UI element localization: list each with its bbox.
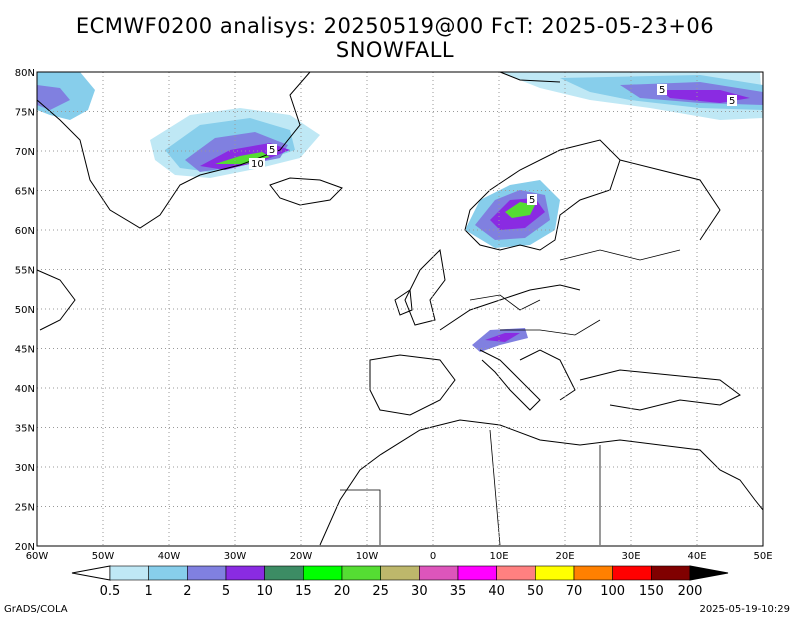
lon-tick-label: 40E bbox=[687, 551, 706, 562]
footer-timestamp: 2025-05-19-10:29 bbox=[699, 604, 790, 615]
contour-label-bg bbox=[657, 84, 667, 95]
lat-tick-label: 45N bbox=[15, 345, 35, 356]
colorbar-label: 1 bbox=[145, 584, 153, 599]
colorbar-label: 10 bbox=[256, 584, 273, 599]
colorbar-label: 30 bbox=[411, 584, 428, 599]
lon-tick-label: 0 bbox=[430, 551, 436, 562]
lat-tick-label: 60N bbox=[15, 226, 35, 237]
colorbar-label: 200 bbox=[678, 584, 703, 599]
lat-tick-label: 20N bbox=[15, 542, 35, 553]
lon-tick-label: 40W bbox=[158, 551, 181, 562]
colorbar-swatch bbox=[187, 565, 227, 581]
graticule bbox=[37, 72, 763, 546]
map-frame bbox=[36, 71, 764, 547]
lon-tick-label: 10W bbox=[356, 551, 379, 562]
footer-credit: GrADS/COLA bbox=[4, 604, 68, 615]
colorbar-label: 25 bbox=[372, 584, 389, 599]
colorbar-swatch bbox=[148, 565, 188, 581]
colorbar-swatch bbox=[419, 565, 459, 581]
colorbar-swatch bbox=[341, 565, 381, 581]
colorbar-swatch bbox=[457, 565, 497, 581]
colorbar-label: 2 bbox=[183, 584, 191, 599]
colorbar-over-arrow bbox=[689, 565, 729, 581]
contour-label-bg bbox=[267, 144, 277, 155]
lat-tick-label: 80N bbox=[15, 68, 35, 79]
contour-label-bg bbox=[527, 194, 537, 205]
colorbar-swatch bbox=[380, 565, 420, 581]
colorbar-label: 70 bbox=[566, 584, 583, 599]
coastlines bbox=[36, 71, 764, 546]
colorbar-label: 5 bbox=[222, 584, 230, 599]
colorbar-swatch bbox=[535, 565, 575, 581]
lat-tick-label: 30N bbox=[15, 463, 35, 474]
colorbar-swatch bbox=[264, 565, 304, 581]
colorbar-swatch bbox=[303, 565, 343, 581]
lon-tick-label: 10E bbox=[489, 551, 508, 562]
colorbar-label: 20 bbox=[334, 584, 351, 599]
colorbar-label: 100 bbox=[600, 584, 625, 599]
colorbar-under-arrow bbox=[71, 565, 111, 581]
lon-tick-label: 20E bbox=[555, 551, 574, 562]
axis-labels: 60W 50W 40W 30W 20W 10W 0 10E 20E 30E 40E 50E 20N 25N… bbox=[15, 68, 773, 562]
lat-tick-label: 25N bbox=[15, 503, 35, 514]
lon-tick-label: 50W bbox=[92, 551, 115, 562]
contour-label-bg bbox=[249, 158, 265, 169]
colorbar-label: 0.5 bbox=[100, 584, 121, 599]
colorbar-label: 150 bbox=[639, 584, 664, 599]
colorbar: 0.5 1 2 5 10 15 20 25 30 35 40 50 70 100 150 200 bbox=[71, 565, 729, 599]
contour-label-bg bbox=[727, 95, 737, 106]
lon-tick-label: 50E bbox=[753, 551, 772, 562]
colorbar-swatch bbox=[225, 565, 265, 581]
country-borders bbox=[340, 249, 681, 546]
colorbar-label: 40 bbox=[488, 584, 505, 599]
contour-label: 5 bbox=[659, 85, 665, 96]
colorbar-swatch bbox=[573, 565, 613, 581]
lat-tick-label: 65N bbox=[15, 187, 35, 198]
colorbar-swatch bbox=[651, 565, 691, 581]
lat-tick-label: 55N bbox=[15, 266, 35, 277]
lat-tick-label: 75N bbox=[15, 108, 35, 119]
map-subtitle: SNOWFALL bbox=[335, 38, 455, 62]
lon-tick-label: 30W bbox=[224, 551, 247, 562]
colorbar-label: 35 bbox=[450, 584, 467, 599]
colorbar-swatch bbox=[496, 565, 536, 581]
lon-tick-label: 60W bbox=[26, 551, 49, 562]
contour-label: 5 bbox=[729, 96, 735, 107]
contour-label: 10 bbox=[251, 159, 264, 170]
lat-tick-label: 50N bbox=[15, 305, 35, 316]
lat-tick-label: 70N bbox=[15, 147, 35, 158]
lat-tick-label: 35N bbox=[15, 424, 35, 435]
contour-label: 5 bbox=[269, 145, 275, 156]
colorbar-swatch bbox=[612, 565, 652, 581]
map-title: ECMWF0200 analisys: 20250519@00 FcT: 202… bbox=[75, 14, 715, 38]
lon-tick-label: 30E bbox=[621, 551, 640, 562]
colorbar-swatch bbox=[109, 565, 149, 581]
colorbar-label: 15 bbox=[295, 584, 312, 599]
lon-tick-label: 20W bbox=[290, 551, 313, 562]
lat-tick-label: 40N bbox=[15, 384, 35, 395]
colorbar-label: 50 bbox=[527, 584, 544, 599]
contour-labels: 10 5 5 5 5 bbox=[249, 84, 737, 206]
contour-label: 5 bbox=[529, 195, 535, 206]
snowfall-shading bbox=[37, 72, 763, 352]
